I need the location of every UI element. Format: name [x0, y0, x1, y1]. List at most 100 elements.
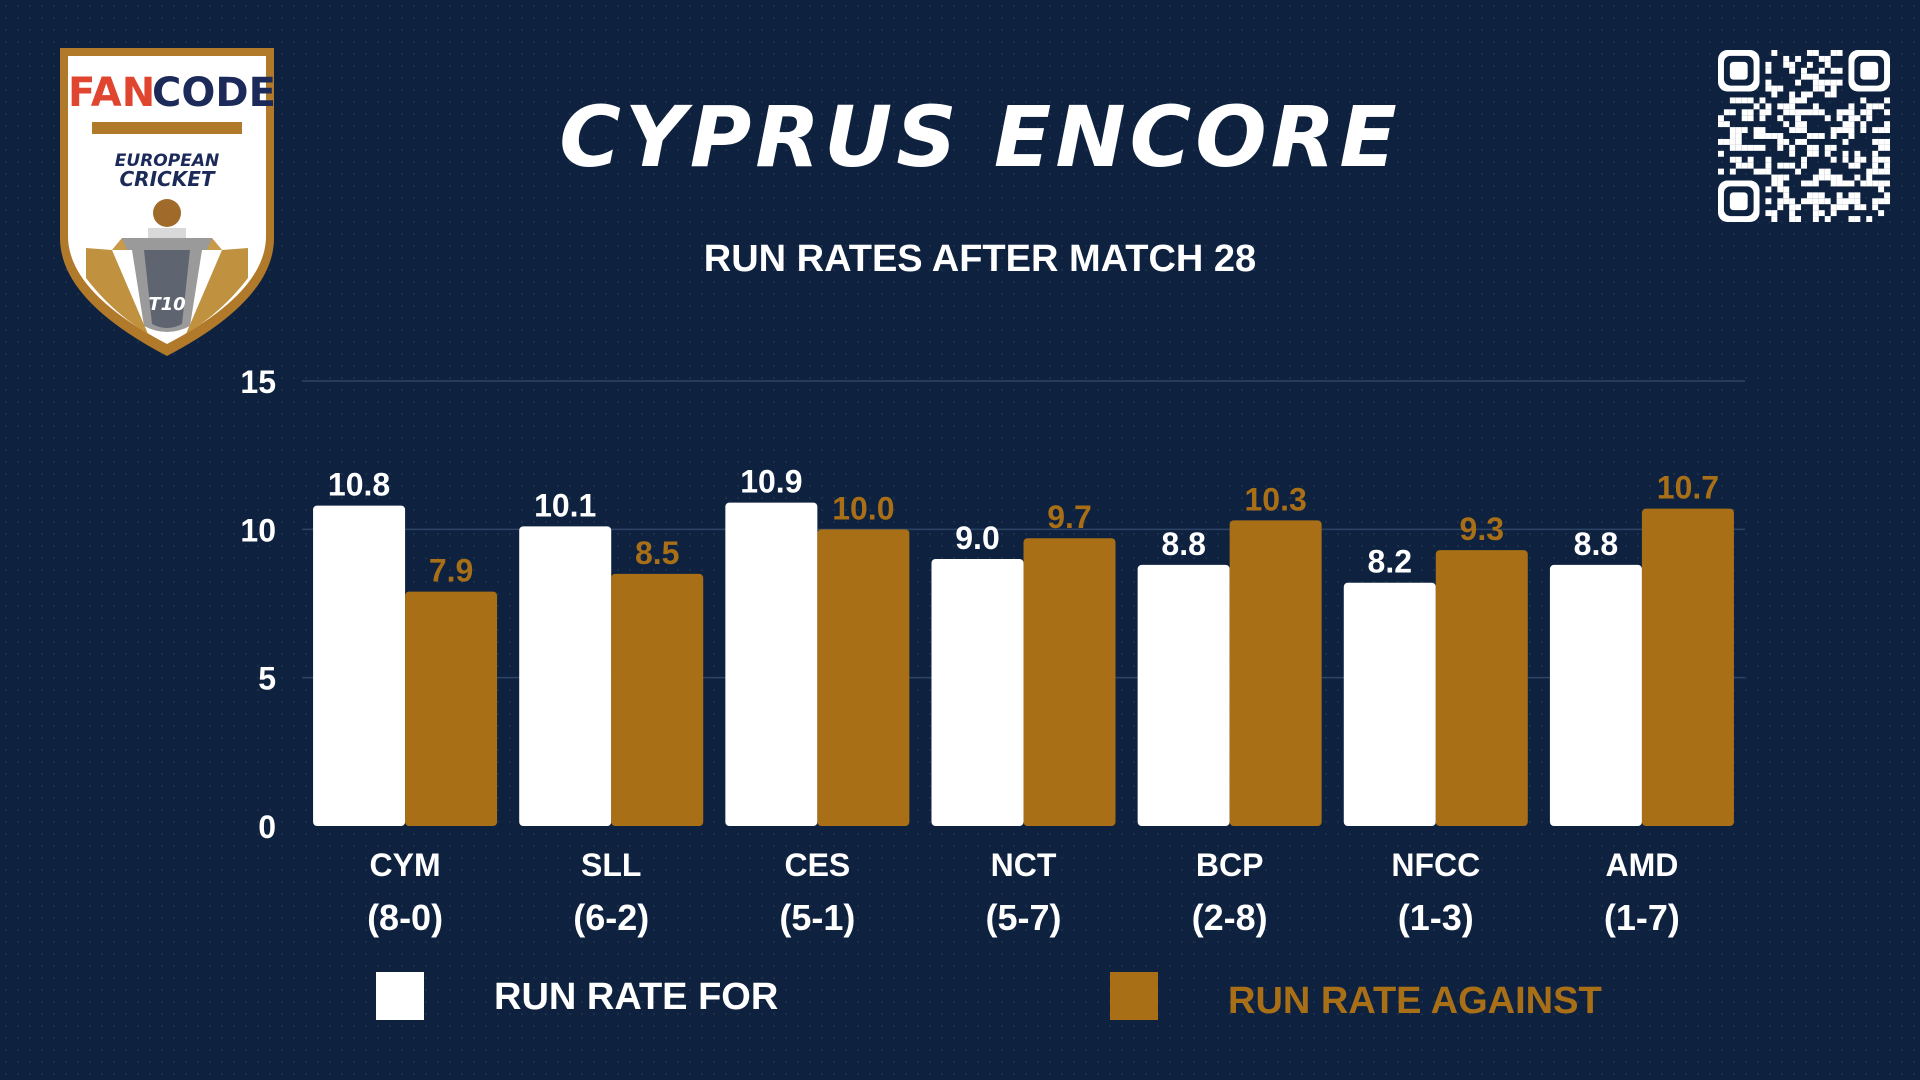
bar-run-rate-against	[1435, 550, 1528, 826]
qr-module	[1818, 55, 1825, 62]
qr-module	[1884, 121, 1890, 128]
qr-module	[1735, 162, 1742, 169]
qr-module	[1866, 103, 1873, 110]
qr-module	[1783, 138, 1790, 145]
x-tick-record: (5-1)	[779, 897, 855, 938]
qr-module	[1735, 97, 1742, 104]
qr-module	[1771, 216, 1778, 222]
qr-module	[1795, 138, 1802, 145]
qr-module	[1759, 144, 1766, 151]
data-label-for: 10.1	[534, 487, 596, 523]
qr-module	[1729, 133, 1736, 139]
qr-module	[1765, 186, 1772, 193]
data-label-for: 8.2	[1368, 544, 1412, 580]
qr-module	[1836, 67, 1843, 74]
bar-run-rate-against	[1641, 508, 1734, 826]
qr-module	[1872, 127, 1879, 134]
qr-module	[1824, 91, 1831, 98]
qr-module	[1854, 192, 1861, 199]
qr-module	[1806, 180, 1813, 187]
qr-module	[1842, 127, 1849, 134]
qr-module	[1765, 168, 1772, 175]
qr-module	[1884, 138, 1890, 145]
qr-module	[1854, 174, 1861, 181]
qr-module	[1812, 133, 1819, 139]
data-label-for: 8.8	[1161, 526, 1205, 562]
qr-module	[1806, 150, 1813, 157]
qr-module	[1806, 192, 1813, 199]
svg-text:T10: T10	[148, 294, 185, 315]
qr-module	[1830, 210, 1837, 217]
qr-module	[1854, 150, 1861, 157]
qr-module	[1860, 127, 1867, 134]
x-tick-record: (2-8)	[1192, 897, 1268, 938]
qr-module	[1836, 50, 1843, 56]
qr-module	[1765, 210, 1772, 217]
qr-module	[1789, 67, 1796, 74]
qr-code-icon	[1718, 50, 1890, 222]
qr-module	[1777, 174, 1784, 181]
qr-module	[1818, 85, 1825, 92]
qr-module	[1884, 127, 1890, 134]
bar-run-rate-for	[1137, 564, 1230, 826]
qr-module	[1723, 121, 1730, 128]
x-tick-record: (6-2)	[573, 897, 649, 938]
qr-module	[1842, 138, 1849, 145]
qr-module	[1872, 138, 1879, 145]
qr-module	[1842, 180, 1849, 187]
qr-module	[1854, 204, 1861, 211]
qr-module	[1884, 156, 1890, 163]
data-label-for: 10.9	[740, 464, 802, 500]
qr-module	[1836, 198, 1843, 205]
qr-module	[1789, 210, 1796, 217]
legend-swatch-against	[1110, 972, 1158, 1020]
qr-module	[1718, 168, 1724, 175]
qr-module	[1812, 198, 1819, 205]
qr-module	[1812, 174, 1819, 181]
qr-module	[1759, 109, 1766, 116]
qr-module	[1789, 91, 1796, 98]
qr-module	[1878, 198, 1885, 205]
qr-module	[1783, 109, 1790, 116]
qr-module	[1848, 192, 1855, 199]
qr-module	[1771, 50, 1778, 56]
qr-module	[1884, 168, 1890, 175]
x-tick-record: (1-3)	[1398, 897, 1474, 938]
qr-module	[1783, 192, 1790, 199]
qr-module	[1783, 61, 1790, 68]
qr-module	[1812, 180, 1819, 187]
qr-module	[1866, 109, 1873, 116]
y-tick-label: 0	[258, 809, 276, 845]
qr-module	[1878, 210, 1885, 217]
qr-module	[1795, 168, 1802, 175]
qr-module	[1801, 127, 1807, 134]
data-label-against: 9.3	[1460, 511, 1504, 547]
qr-module	[1765, 109, 1772, 116]
qr-module	[1866, 174, 1873, 181]
qr-module	[1795, 204, 1802, 211]
qr-module	[1872, 180, 1879, 187]
qr-module	[1848, 109, 1855, 116]
qr-module	[1729, 138, 1736, 145]
qr-module	[1735, 127, 1742, 134]
qr-module	[1777, 138, 1784, 145]
qr-module	[1836, 115, 1843, 122]
qr-module	[1729, 61, 1748, 80]
qr-module	[1878, 156, 1885, 163]
qr-module	[1801, 198, 1807, 205]
qr-module	[1818, 192, 1825, 199]
qr-module	[1789, 216, 1796, 222]
qr-module	[1842, 150, 1849, 157]
qr-module	[1747, 156, 1754, 163]
qr-module	[1818, 198, 1825, 205]
qr-module	[1735, 138, 1742, 145]
svg-text:FAN: FAN	[68, 70, 155, 116]
qr-module	[1848, 216, 1855, 222]
qr-module	[1812, 73, 1819, 80]
x-tick-record: (5-7)	[985, 897, 1061, 938]
qr-module	[1747, 144, 1754, 151]
qr-module	[1765, 67, 1772, 74]
qr-module	[1812, 79, 1819, 86]
qr-module	[1812, 150, 1819, 157]
